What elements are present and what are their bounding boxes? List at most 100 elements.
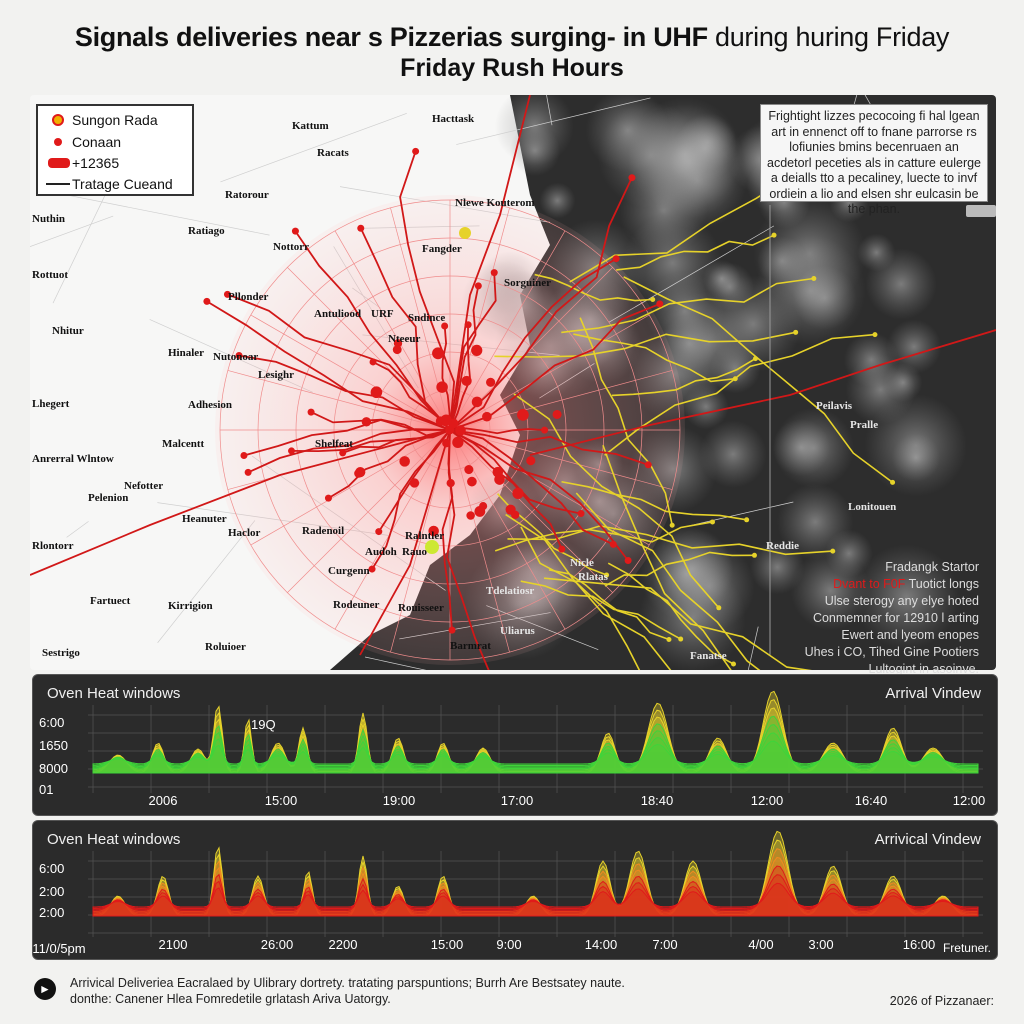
map-place-label: Radenoil [302, 525, 345, 537]
side-note: Fradangk Startor Dvant to F0F Tuotict lo… [789, 559, 979, 678]
map-place-label: Curgenn [328, 565, 370, 577]
map-place-label: Tdelatiosr [486, 585, 535, 597]
map-place-label: Rauo [402, 546, 428, 558]
panel2-title: Oven Heat windows [47, 831, 181, 848]
map-place-label: Nuthin [32, 213, 66, 225]
panel2-ytick: 2:00 [39, 884, 65, 899]
panel2-xtick: 26:00 [260, 937, 294, 952]
map-place-label: Rottuot [32, 269, 69, 281]
panel1-xtick: 18:40 [640, 793, 674, 808]
red-dot-icon [46, 135, 72, 149]
map-place-label: Racats [317, 147, 349, 159]
map-place-label: Lonitouen [848, 501, 897, 513]
title-line1-bold: Signals deliveries near s Pizzerias surg… [74, 22, 708, 52]
panel1-xtick: 15:00 [264, 793, 298, 808]
map-place-label: Ratiago [188, 225, 225, 237]
map-place-label: Nottorr [273, 241, 310, 253]
map-place-label: Audoh [365, 546, 397, 558]
panel2-xtick: 2100 [158, 937, 188, 952]
side-note-highlight: Dvant to F0F Tuotict longs [833, 577, 979, 591]
side-note-line: Lultogint in asoinve. [868, 662, 980, 676]
map-place-label: Sestrigo [42, 647, 80, 659]
map-place-label: Barmrat [450, 640, 491, 652]
panel1-right-label: Arrival Vindew [885, 685, 981, 702]
panel2-xtick: 11/0/5pm [32, 941, 86, 956]
info-icon: ► [34, 978, 56, 1000]
map-place-label: Nefotter [124, 480, 164, 492]
map-place-label: Anrerral Wlntow [32, 453, 114, 465]
pizzeria-points [425, 122, 896, 667]
panel2-xtick: 2200 [328, 937, 358, 952]
panel1-xtick: 17:00 [500, 793, 534, 808]
panel1-ytick: 1650 [39, 738, 68, 753]
range-rings [219, 199, 681, 661]
oven-heat-panel-2: Oven Heat windows Arrivical Vindew 6:00 … [32, 820, 998, 960]
map-place-label: Shelfeat [315, 438, 353, 450]
legend-item: +12365 [46, 153, 119, 173]
map-place-label: Nlewe Kouterom [455, 197, 535, 209]
panel1-ytick: 01 [39, 782, 54, 797]
map-place-label: Nutonoar [213, 351, 259, 363]
panel1-xtick: 16:40 [854, 793, 888, 808]
panel1-xtick: 2006 [148, 793, 178, 808]
panel2-xtick: 4/00 [748, 937, 774, 952]
footer-line2: donthe: Canener Hlea Fomredetile grlatas… [70, 992, 391, 1006]
legend-item: Sungon Rada [46, 110, 158, 130]
map-place-label: Kattum [292, 120, 329, 132]
page-subtitle: Friday Rush Hours [400, 54, 624, 82]
red-bar-icon [46, 156, 72, 170]
map-place-label: Malcentt [162, 438, 205, 450]
legend-label: Tratage Cueand [72, 176, 173, 192]
map-place-label: Sorguiner [504, 277, 552, 289]
map-place-label: Fangder [422, 243, 462, 255]
map-place-label: Nhitur [52, 325, 84, 337]
panel1-ytick: 6:00 [39, 715, 65, 730]
map-place-label: Lesighr [258, 369, 295, 381]
legend-label: Conaan [72, 134, 122, 150]
route-line-icon [46, 177, 72, 191]
panel1-annotation: 19Q [251, 717, 276, 732]
map-place-label: Pelenion [88, 492, 129, 504]
oven-heat-panel-1: Oven Heat windows Arrival Vindew 6:00 16… [32, 674, 998, 816]
legend-item: Tratage Cueand [46, 174, 173, 194]
panel1-ytick: 8000 [39, 761, 68, 776]
map-place-label: Peilavis [816, 400, 853, 412]
footer-copyright: 2026 of Pizzanaer: [889, 994, 994, 1008]
legend-label: +12365 [72, 155, 120, 171]
panel2-ytick: 2:00 [39, 905, 65, 920]
panel1-xtick: 12:00 [952, 793, 986, 808]
map-place-label: Rlatas [578, 571, 608, 583]
map-place-label: Heanuter [182, 513, 227, 525]
panel2-ytick: 6:00 [39, 861, 65, 876]
panel2-corner-label: Fretuner. [942, 941, 991, 955]
panel1-chart [88, 690, 983, 793]
map-place-label: Sndince [408, 312, 446, 324]
map-place-label: Fanatse [690, 650, 727, 662]
panel2-xtick: 3:00 [808, 937, 834, 952]
side-note-title: Fradangk Startor [885, 560, 979, 574]
panel2-xtick: 9:00 [496, 937, 522, 952]
map-place-label: Lhegert [32, 398, 70, 410]
map-place-label: Pralle [850, 419, 879, 431]
map-place-label: Rodeuner [333, 599, 380, 611]
map-place-label: Hinaler [168, 347, 205, 359]
panel2-chart [88, 830, 983, 937]
note-scrollbar[interactable] [966, 205, 996, 217]
map-place-label: Adhesion [188, 399, 233, 411]
map-place-label: Uliarus [500, 625, 535, 637]
map-place-label: Rlontorr [32, 540, 74, 552]
page-title: Signals deliveries near s Pizzerias surg… [0, 22, 1024, 53]
map-place-label: Kirrigion [168, 600, 213, 612]
legend-label: Sungon Rada [72, 112, 158, 128]
orange-dot-icon [46, 113, 72, 127]
map-place-label: Nteeur [388, 333, 421, 345]
map-place-label: Nicle [570, 557, 594, 569]
map-place-label: Reddie [766, 540, 799, 552]
map-place-label: URF [371, 308, 394, 320]
legend-item: Conaan [46, 132, 121, 152]
map-legend: Sungon Rada Conaan +12365 Tratage Cueand [36, 104, 194, 196]
map-place-label: Pllonder [228, 291, 269, 303]
side-note-line: Ulse sterogy any elye hoted [824, 594, 979, 608]
panel2-xtick: 7:00 [652, 937, 678, 952]
side-note-line: Conmemner for 12910 l arting [812, 611, 979, 625]
